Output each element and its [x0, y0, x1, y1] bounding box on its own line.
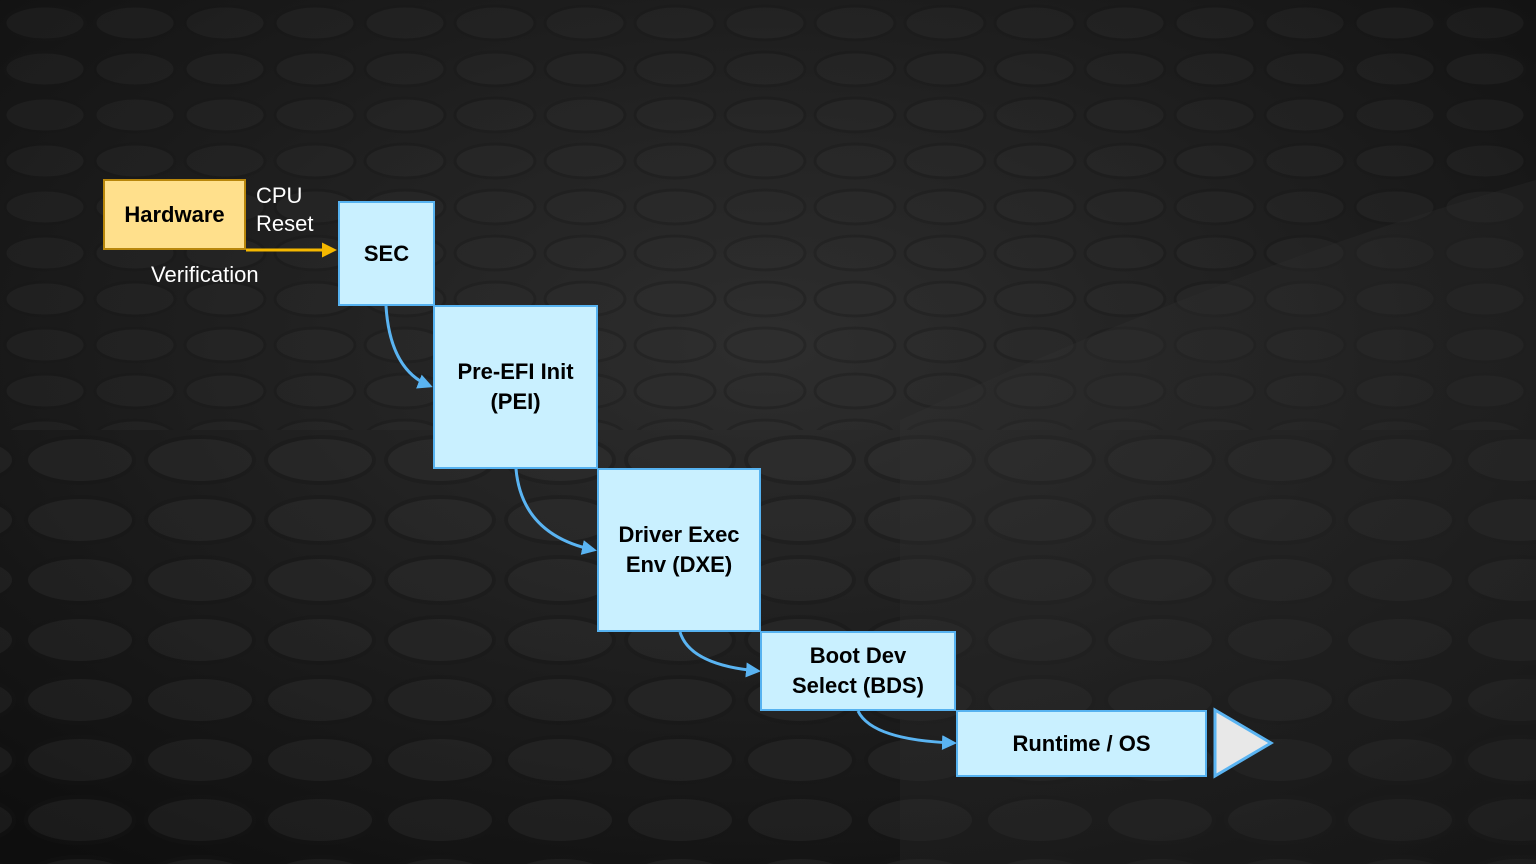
verification-label: Verification	[151, 262, 259, 287]
stage-pei: Pre-EFI Init (PEI)	[433, 305, 598, 469]
stage-sec: SEC	[338, 201, 435, 306]
stage-runtime: Runtime / OS	[956, 710, 1207, 777]
hardware-box: Hardware	[103, 179, 246, 250]
stage-bds: Boot Dev Select (BDS)	[760, 631, 956, 711]
stage-dxe: Driver Exec Env (DXE)	[597, 468, 761, 632]
cpu-reset-label: CPU Reset	[256, 183, 314, 236]
